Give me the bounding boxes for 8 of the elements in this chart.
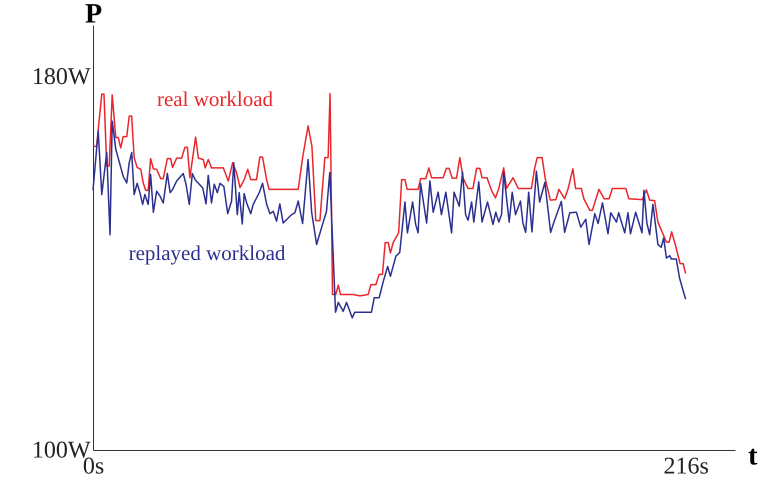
y-axis-title: P — [84, 0, 102, 30]
x-tick-label: 216s — [663, 454, 709, 480]
line-series — [92, 92, 686, 297]
line-series — [92, 120, 686, 319]
series-label: real workload — [156, 87, 274, 111]
series-label: replayed workload — [128, 241, 286, 265]
x-axis-title: t — [748, 440, 758, 472]
y-tick-label: 180W — [32, 64, 91, 90]
